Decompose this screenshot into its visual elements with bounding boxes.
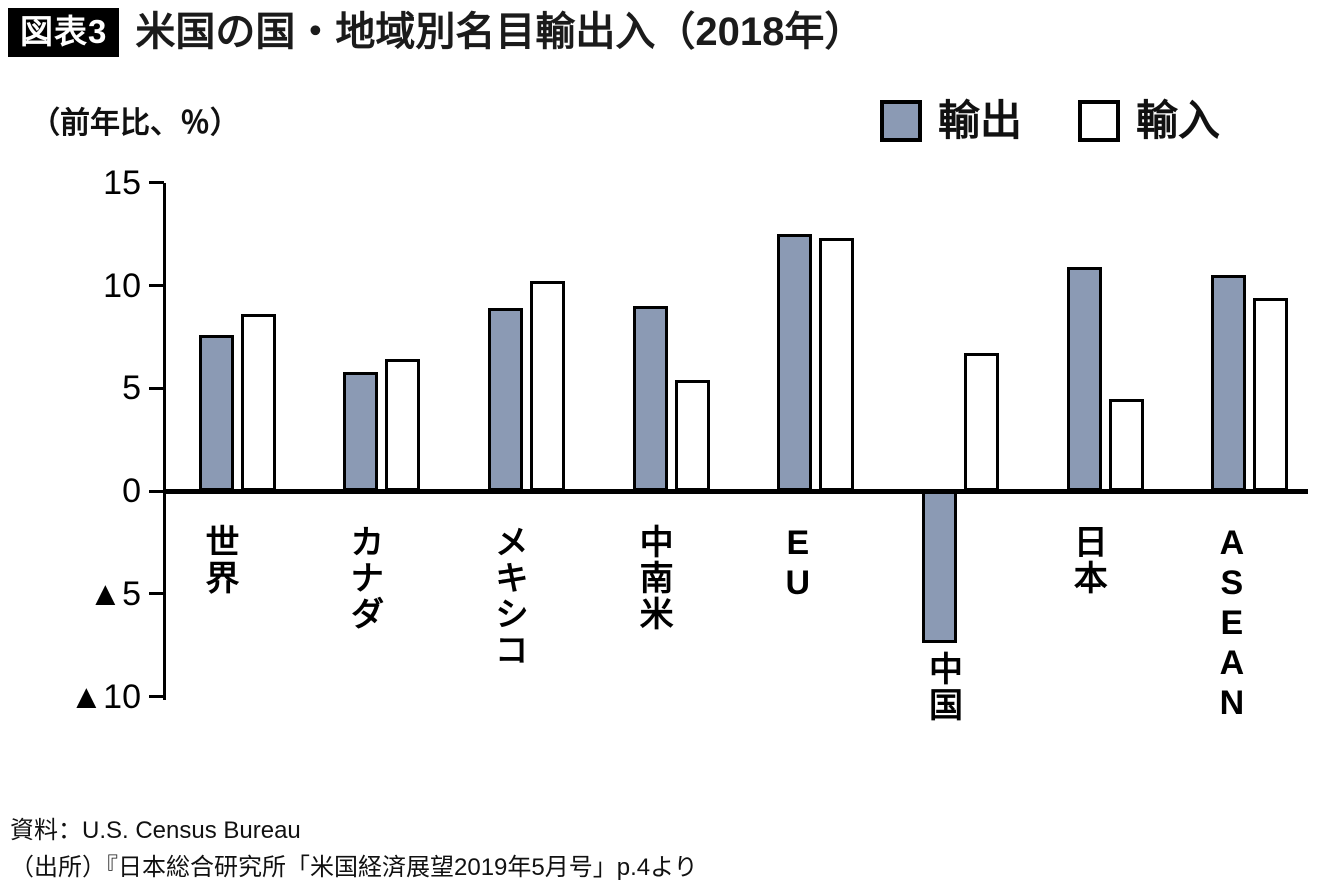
- source-block: 資料：U.S. Census Bureau （出所）『日本総合研究所「米国経済展…: [10, 812, 698, 886]
- source-line-2: （出所）『日本総合研究所「米国経済展望2019年5月号」p.4より: [10, 854, 698, 882]
- import-bar-1: [385, 359, 421, 491]
- export-bar-1: [343, 371, 379, 491]
- y-axis-tick: [149, 592, 164, 596]
- y-axis-line: [163, 183, 166, 700]
- export-bar-5: [922, 491, 957, 644]
- import-bar-4: [819, 238, 855, 491]
- export-bar-6: [1066, 267, 1102, 491]
- import-bar-2: [529, 281, 565, 491]
- y-axis-tick-label: 15: [103, 163, 141, 202]
- import-bar-0: [240, 314, 276, 491]
- y-axis-tick-label: 5: [122, 369, 141, 408]
- category-label-3: 中南米: [634, 524, 673, 632]
- y-axis-tick: [149, 386, 164, 390]
- figure-number-badge: 図表3: [8, 8, 120, 57]
- y-axis-tick-label: ▲10: [69, 677, 141, 716]
- figure-header: 図表3 米国の国・地域別名目輸出入（2018年）: [8, 8, 864, 57]
- import-bar-3: [674, 380, 710, 491]
- category-label-4: EU: [778, 524, 817, 604]
- export-bar-4: [777, 234, 813, 491]
- category-label-0: 世界: [200, 524, 238, 596]
- category-label-6: 日本: [1068, 524, 1107, 596]
- x-axis-zero-line: [163, 488, 1308, 494]
- legend-item-imports: 輸入: [1078, 100, 1220, 142]
- y-axis-tick: [149, 284, 164, 287]
- export-bar-0: [198, 334, 234, 491]
- source-line-1: 資料：U.S. Census Bureau: [10, 817, 301, 844]
- chart-title: 米国の国・地域別名目輸出入（2018年）: [135, 10, 865, 54]
- legend-label: 輸出: [938, 97, 1023, 144]
- imports-legend-swatch: [1078, 100, 1121, 142]
- category-label-7: ASEAN: [1212, 524, 1251, 724]
- y-axis-tick-label: 10: [103, 266, 141, 305]
- y-axis-tick: [149, 489, 164, 493]
- y-axis-tick: [149, 181, 164, 185]
- y-axis-tick-label: ▲5: [88, 574, 141, 613]
- category-label-5: 中国: [923, 651, 962, 724]
- axis-unit-label: （前年比、％）: [30, 107, 240, 140]
- exports-legend-swatch: [880, 100, 922, 142]
- export-bar-2: [487, 308, 523, 491]
- category-label-2: メキシコ: [489, 524, 528, 668]
- y-axis-tick-label: 0: [122, 472, 141, 510]
- y-axis-tick: [149, 695, 164, 698]
- export-bar-3: [632, 306, 668, 491]
- chart-legend: 輸出 輸入: [880, 100, 1220, 142]
- export-bar-7: [1211, 275, 1247, 491]
- import-bar-5: [964, 353, 999, 491]
- import-bar-7: [1253, 297, 1289, 491]
- import-bar-6: [1108, 398, 1144, 491]
- legend-item-exports: 輸出: [880, 100, 1022, 142]
- legend-label: 輸入: [1136, 97, 1221, 144]
- category-label-1: カナダ: [344, 524, 383, 632]
